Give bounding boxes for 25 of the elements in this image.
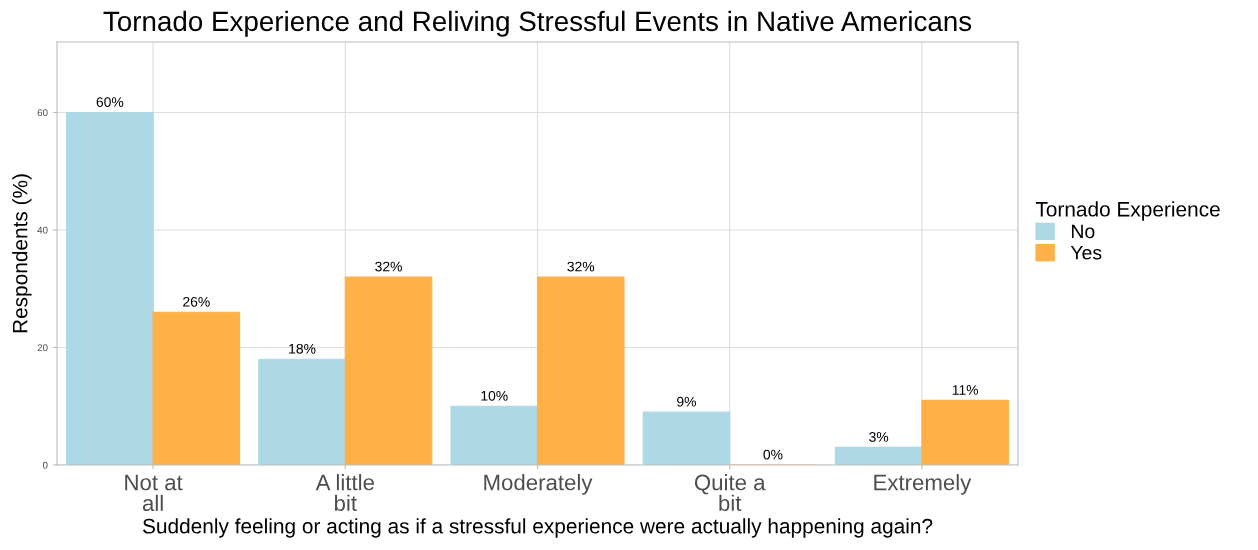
x-axis-title: Suddenly feeling or acting as if a stressful experience were actually happening again? [142, 518, 933, 538]
data-label: 0% [763, 449, 783, 460]
legend-label: Yes [1070, 245, 1102, 260]
y-tick-label: 0 [42, 461, 48, 469]
data-label: 60% [96, 97, 124, 107]
legend-label: No [1071, 224, 1095, 239]
x-tick-label: Moderately [484, 474, 593, 495]
legend-title: Tornado Experience [1035, 201, 1220, 221]
y-tick-label: 60 [37, 109, 48, 117]
data-label: 11% [952, 385, 979, 395]
data-label: 9% [677, 396, 696, 407]
data-label: 3% [869, 432, 889, 442]
data-label: 18% [289, 343, 316, 354]
y-tick-label: 40 [37, 226, 48, 234]
data-label: 26% [183, 296, 210, 307]
x-tick-label: Quite a bit [694, 474, 766, 512]
data-label: 32% [375, 261, 402, 272]
x-tick-label: Extremely [874, 474, 972, 495]
x-tick-label: A little bit [315, 474, 374, 512]
chart-title: Tornado Experience and Reliving Stressful Events in Native Americans [103, 10, 972, 37]
y-tick-label: 20 [37, 344, 48, 352]
x-tick-label: Not at all [125, 474, 183, 512]
y-axis-title: Respondents (%) [12, 174, 32, 333]
data-label: 32% [567, 261, 595, 272]
data-label: 10% [481, 390, 508, 401]
